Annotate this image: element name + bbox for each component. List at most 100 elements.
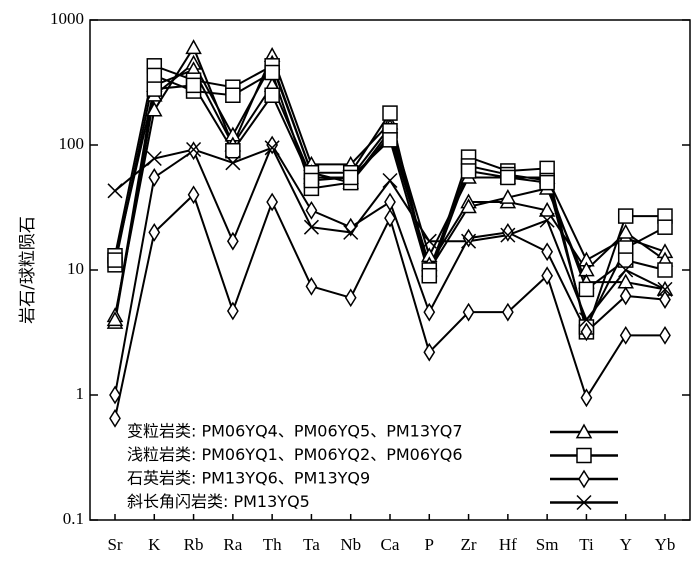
- marker: [343, 224, 359, 240]
- marker: [619, 325, 632, 345]
- marker: [499, 188, 517, 204]
- marker: [580, 322, 593, 342]
- marker: [305, 276, 318, 296]
- marker: [539, 212, 555, 228]
- y-tick-label: 1000: [50, 9, 84, 28]
- marker: [186, 141, 202, 158]
- marker: [575, 423, 593, 439]
- marker: [618, 262, 634, 278]
- marker: [106, 311, 124, 327]
- marker: [460, 163, 477, 179]
- x-tick-label: Nb: [340, 535, 361, 554]
- marker: [659, 325, 671, 345]
- marker: [500, 227, 516, 243]
- marker: [423, 342, 436, 362]
- x-tick-label: Sr: [107, 535, 122, 554]
- marker: [146, 67, 163, 84]
- legend-label: 斜长角闪岩类: PM13YQ5: [127, 492, 310, 511]
- marker: [226, 231, 239, 251]
- marker: [146, 101, 163, 117]
- x-tick-label: Yb: [655, 535, 676, 554]
- marker: [657, 281, 673, 297]
- marker: [264, 87, 280, 104]
- marker: [382, 105, 398, 121]
- x-tick-label: K: [148, 535, 161, 554]
- marker: [539, 174, 555, 191]
- marker: [185, 77, 202, 94]
- marker: [423, 302, 436, 322]
- legend-label: 变粒岩类: PM06YQ4、PM06YQ5、PM13YQ7: [127, 422, 463, 441]
- marker: [541, 242, 554, 262]
- sample-line: [114, 192, 665, 419]
- marker: [384, 208, 396, 228]
- x-tick-label: Ti: [579, 535, 594, 554]
- marker: [578, 281, 595, 298]
- marker: [225, 142, 241, 159]
- marker: [421, 233, 437, 249]
- legend-bg: [120, 491, 560, 514]
- marker: [226, 301, 239, 321]
- marker: [578, 469, 590, 489]
- marker: [617, 223, 634, 239]
- marker: [659, 290, 671, 309]
- legend-label: 浅粒岩类: PM06YQ1、PM06YQ2、PM06YQ6: [127, 445, 463, 464]
- marker: [264, 140, 280, 156]
- marker: [264, 64, 280, 81]
- y-tick-label: 0.1: [63, 509, 84, 528]
- marker: [501, 302, 514, 322]
- x-tick-label: Ra: [223, 535, 242, 554]
- marker: [578, 312, 594, 328]
- y-tick-label: 10: [67, 259, 84, 278]
- marker: [148, 168, 161, 187]
- marker: [303, 172, 320, 189]
- x-tick-label: Hf: [499, 535, 517, 554]
- x-tick-label: Y: [620, 535, 632, 554]
- legend-bg: [120, 421, 560, 443]
- marker: [617, 208, 634, 224]
- marker: [107, 252, 123, 268]
- y-tick-label: 100: [59, 134, 85, 153]
- marker: [384, 192, 396, 212]
- marker: [538, 201, 556, 217]
- x-tick-label: Rb: [184, 535, 204, 554]
- marker: [500, 169, 516, 186]
- marker: [617, 252, 634, 268]
- x-tick-label: Ca: [381, 535, 400, 554]
- x-tick-label: Zr: [461, 535, 477, 554]
- marker: [185, 39, 202, 55]
- marker: [576, 447, 592, 464]
- marker: [146, 150, 162, 167]
- x-tick-label: P: [425, 535, 434, 554]
- marker: [576, 494, 592, 511]
- marker: [461, 233, 477, 249]
- legend-bg: [120, 444, 560, 467]
- marker: [344, 288, 357, 308]
- marker: [225, 87, 241, 104]
- marker: [460, 198, 477, 214]
- marker: [187, 185, 200, 205]
- marker: [146, 81, 163, 97]
- legend-bg: [120, 468, 560, 490]
- marker: [266, 135, 279, 155]
- marker: [109, 385, 121, 405]
- marker: [462, 228, 475, 248]
- marker: [501, 222, 514, 242]
- marker: [225, 155, 241, 171]
- marker: [344, 217, 357, 237]
- marker: [107, 183, 123, 199]
- x-tick-label: Sm: [536, 535, 559, 554]
- marker: [462, 302, 475, 322]
- y-axis-label: 岩石/球粒陨石: [18, 216, 38, 324]
- legend-label: 石英岩类: PM13YQ6、PM13YQ9: [127, 469, 370, 488]
- y-tick-label: 1: [76, 384, 85, 403]
- marker: [109, 408, 121, 428]
- x-tick-label: Th: [263, 535, 282, 554]
- marker: [541, 266, 554, 286]
- marker: [342, 169, 359, 186]
- marker: [305, 200, 318, 220]
- marker: [382, 172, 398, 189]
- marker: [148, 222, 161, 242]
- marker: [657, 262, 673, 278]
- marker: [657, 219, 673, 235]
